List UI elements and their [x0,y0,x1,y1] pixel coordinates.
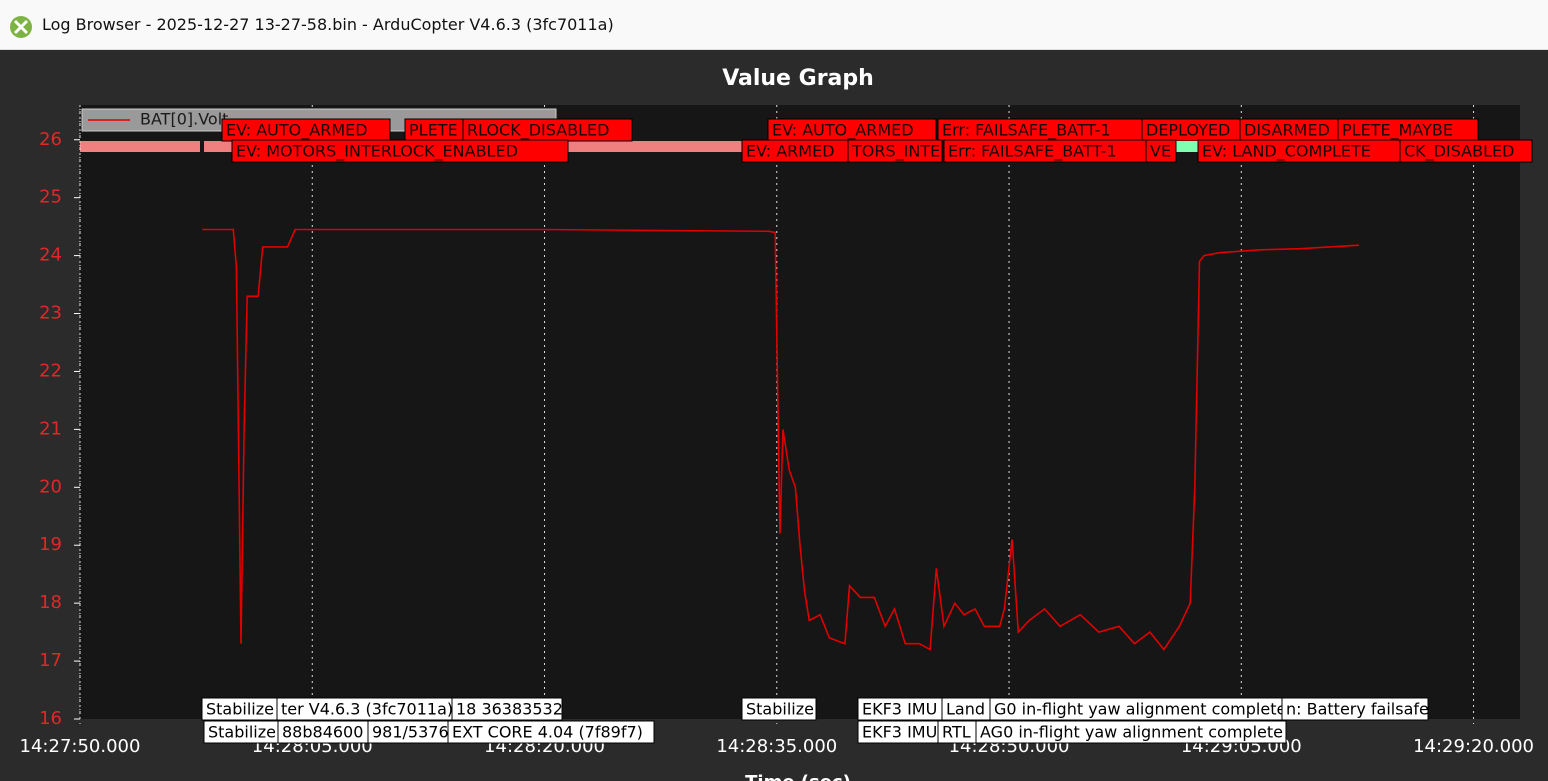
data-line [202,228,1360,651]
x-tick-label: 14:27:50.000 [20,736,141,757]
y-tick-label: 21 [39,418,62,439]
annotation-box [1145,139,1177,163]
chart-title: Value Graph [722,66,874,91]
annotation-box [1281,697,1429,721]
app-icon [10,16,32,38]
y-tick-label: 25 [39,187,62,208]
y-tick-label: 22 [39,360,62,381]
annotation-box [741,697,817,721]
annotation-label: Err: FAILSAFE_BATT-1 [942,121,1111,141]
annotation-box [451,697,563,721]
y-tick-label: 24 [39,245,62,266]
title-bar: Log Browser - 2025-12-27 13-27-58.bin - … [0,0,1548,50]
annotation-label: DEPLOYED [1146,121,1230,140]
legend-label: BAT[0].Volt [140,110,228,129]
annotation-label: Stabilize [208,723,276,742]
annotation-label: EV: AUTO_ARMED [226,121,368,141]
y-tick-label: 26 [39,129,62,150]
annotation-box [231,139,569,163]
y-tick-label: 18 [39,592,62,613]
annotation-label: DISARMED [1244,121,1330,140]
plot-area [80,105,1520,719]
chart: Value Graph Time (sec) 16 17 18 19 20 21 22 23 2… [20,66,1534,781]
x-tick-label: 14:28:35.000 [716,736,837,757]
annotation-box [847,139,943,163]
window-title: Log Browser - 2025-12-27 13-27-58.bin - … [42,15,614,34]
annotation-label: ter V4.6.3 (3fc7011a) [281,700,453,719]
y-tick-label: 16 [39,708,62,729]
status-box [1176,141,1198,152]
annotation-label: PLETE_MAYBE [1342,121,1453,141]
annotation-box [975,720,1287,744]
annotation-label: Stabilize [206,700,274,719]
y-tick-label: 19 [39,534,62,555]
annotation-label: 18 36383532 [456,700,563,719]
x-axis-label: Time (sec) [745,772,851,781]
y-tick-label: 17 [39,650,62,671]
annotation-label: EV: AUTO_ARMED [772,121,914,141]
annotation-label: VE [1150,142,1171,161]
annotation-label: Err: FAILSAFE_BATT-1 [948,142,1117,162]
annotation-label: EKF3 IMU [862,700,937,719]
annotation-label: Stabilize [746,700,814,719]
annotation-label: EKF3 IMU [862,723,937,742]
annotation-label: RTL [942,723,971,742]
annotation-label: 981/5376 [372,723,449,742]
annotation-label: EV: ARMED [746,142,835,161]
annotation-label: n: Battery failsafe [1286,700,1429,719]
annotation-label: RLOCK_DISABLED [467,121,609,141]
y-tick-label: 20 [39,476,62,497]
annotation-label: G0 in-flight yaw alignment complete [994,700,1286,719]
annotation-label: EV: MOTORS_INTERLOCK_ENABLED [236,142,518,162]
mode-bar [80,141,200,152]
annotation-label: Land [946,700,985,719]
annotation-label: EV: LAND_COMPLETE [1202,142,1371,162]
annotation-label: AG0 in-flight yaw alignment complete [980,723,1283,742]
annotation-box [1399,139,1533,163]
annotation-label: PLETE [409,121,458,140]
annotation-label: EXT CORE 4.04 (7f89f7) [452,723,643,742]
x-tick-label: 14:29:20.000 [1413,736,1534,757]
annotation-label: TORS_INTE [851,142,940,162]
y-tick-label: 23 [39,303,62,324]
annotation-label: CK_DISABLED [1404,142,1514,162]
annotation-box [447,720,655,744]
annotation-label: 88b84600 [282,723,363,742]
